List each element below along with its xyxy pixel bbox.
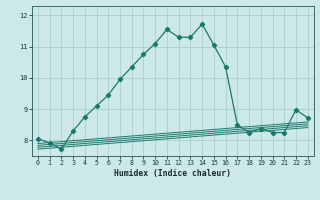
X-axis label: Humidex (Indice chaleur): Humidex (Indice chaleur) (114, 169, 231, 178)
